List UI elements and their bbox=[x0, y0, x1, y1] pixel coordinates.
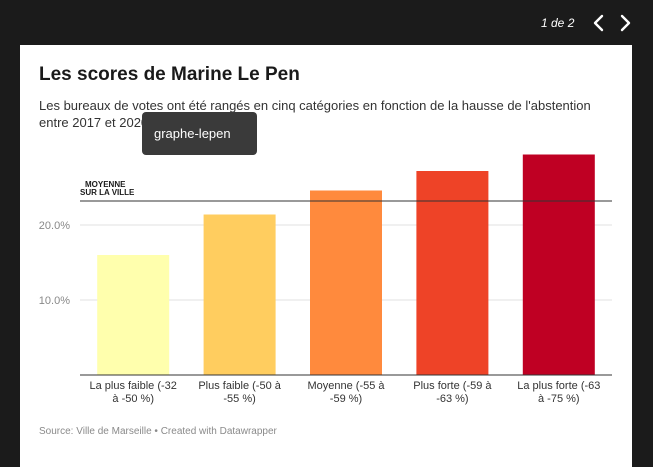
chart-subtitle: Les bureaux de votes ont été rangés en c… bbox=[39, 98, 591, 130]
x-tick-label: -55 %) bbox=[223, 393, 255, 405]
x-tick-label: -63 %) bbox=[436, 393, 468, 405]
y-tick-label: 20.0% bbox=[39, 220, 70, 232]
x-tick-label: -59 %) bbox=[330, 393, 362, 405]
chevron-right-icon bbox=[620, 14, 631, 32]
bar bbox=[97, 255, 170, 375]
next-button[interactable] bbox=[614, 12, 636, 34]
image-tooltip: graphe-lepen bbox=[142, 112, 257, 155]
bar bbox=[310, 190, 382, 375]
bar-chart: 10.0% 20.0% La plus faible (-32à -50 %) Plu… bbox=[39, 154, 612, 405]
page-counter: 1 de 2 bbox=[541, 16, 575, 30]
chevron-left-icon bbox=[593, 14, 604, 32]
chart-card: Les scores de Marine Le Pen Les bureaux … bbox=[20, 45, 632, 467]
bar bbox=[522, 154, 595, 375]
x-tick-label: Plus faible (-50 à bbox=[198, 380, 281, 392]
viewer-topbar: 1 de 2 bbox=[0, 0, 653, 45]
x-tick-label: à -75 %) bbox=[538, 393, 580, 405]
reference-line-label: SUR LA VILLE bbox=[80, 188, 135, 197]
bar bbox=[416, 171, 489, 375]
x-tick-label: Plus forte (-59 à bbox=[413, 380, 492, 392]
y-tick-label: 10.0% bbox=[39, 295, 70, 307]
previous-button[interactable] bbox=[588, 12, 610, 34]
x-tick-label: La plus forte (-63 bbox=[517, 380, 600, 392]
chart-title: Les scores de Marine Le Pen bbox=[39, 64, 300, 85]
x-tick-label: La plus faible (-32 bbox=[89, 380, 176, 392]
chart-source: Source: Ville de Marseille • Created wit… bbox=[39, 426, 277, 437]
x-tick-label: Moyenne (-55 à bbox=[307, 380, 385, 392]
bar bbox=[203, 214, 276, 375]
x-tick-label: à -50 %) bbox=[112, 393, 154, 405]
reference-line-label: MOYENNE bbox=[85, 180, 126, 189]
